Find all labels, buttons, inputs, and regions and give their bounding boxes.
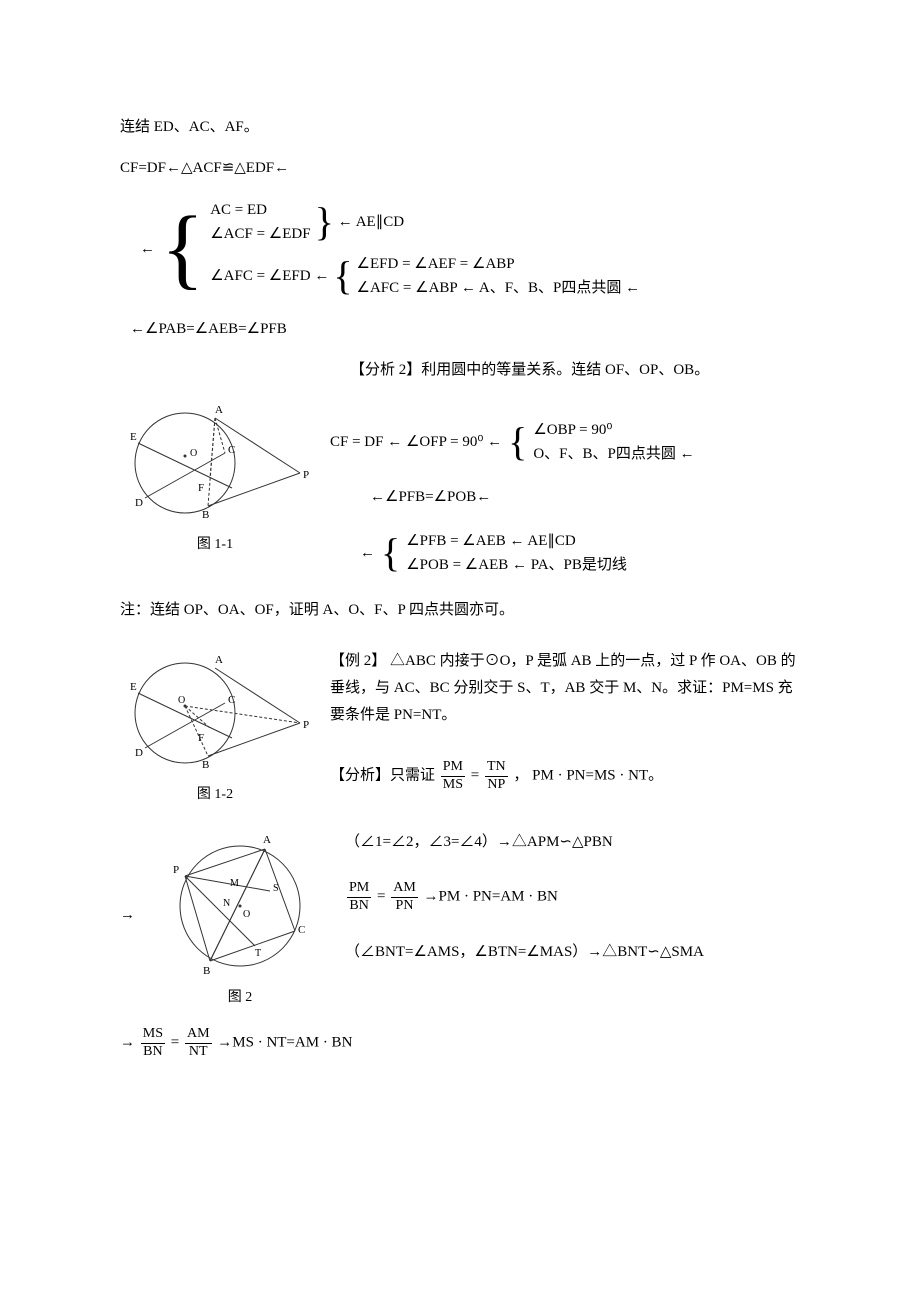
text-line-2: CF=DF←△ACF≌△EDF← — [120, 155, 800, 182]
block3-sub1: ∠PFB = ∠AEB ← AE∥CD — [406, 529, 627, 553]
figure3-text: （∠1=∠2，∠3=∠4）→△APM∽△PBN PMBN = AMPN →PM … — [345, 821, 800, 966]
example2-title: 【例 2】 △ABC 内接于⊙O，P 是弧 AB 上的一点，过 P 作 OA、O… — [330, 648, 800, 729]
arrow-right: → — [120, 1035, 139, 1051]
block1-row2: ∠AFC = ∠EFD ← — [210, 264, 329, 288]
analysis2-title: 【分析 2】利用圆中的等量关系。连结 OF、OP、OB。 — [350, 357, 800, 384]
block1-row2sub2: ∠AFC = ∠ABP ← A、F、B、P四点共圆 ← — [357, 276, 641, 300]
label-D: D — [135, 497, 143, 509]
brace-right-icon: } — [315, 202, 334, 242]
figure-3-caption: 图 2 — [155, 985, 325, 1010]
example2-text: 【例 2】 △ABC 内接于⊙O，P 是弧 AB 上的一点，过 P 作 OA、O… — [330, 648, 800, 794]
figure-2: O A E C D B F P 图 1-2 — [120, 648, 310, 807]
label-P: P — [303, 719, 309, 731]
figure-1-caption: 图 1-1 — [120, 532, 310, 557]
label-T: T — [255, 948, 261, 959]
block1-row2sub1: ∠EFD = ∠AEF = ∠ABP — [357, 252, 641, 276]
label-C: C — [228, 444, 235, 456]
label-F: F — [198, 482, 204, 494]
block1-row1after: ← AE∥CD — [338, 210, 404, 234]
label-O: O — [243, 909, 250, 920]
analysis-prefix: 【分析】只需证 — [330, 768, 435, 784]
frac-pm-bn: PMBN — [347, 880, 371, 915]
label-A: A — [215, 654, 223, 666]
figure1-section: O A E C D B F P 图 1-1 CF = DF ← ∠OFP = 9… — [120, 398, 800, 577]
label-F: F — [198, 732, 204, 744]
note-text: 注：连结 OP、OA、OF，证明 A、O、F、P 四点共圆亦可。 — [120, 597, 800, 624]
label-O: O — [190, 448, 197, 459]
text-line-7: （∠BNT=∠AMS，∠BTN=∠MAS）→△BNT∽△SMA — [345, 939, 800, 966]
brace-icon: { — [161, 204, 204, 294]
label-P: P — [303, 469, 309, 481]
label-C: C — [228, 694, 235, 706]
arrow-right: → — [120, 902, 135, 929]
text-line-4: ←∠PFB=∠POB← — [370, 484, 800, 511]
label-D: D — [135, 747, 143, 759]
label-A: A — [263, 834, 271, 846]
block2-sub2: O、F、B、P四点共圆 ← — [533, 442, 694, 466]
line8-suffix: →MS · NT=AM · BN — [217, 1035, 352, 1051]
block1-content: AC = ED ∠ACF = ∠EDF } ← AE∥CD ∠AFC = ∠EF… — [210, 198, 640, 300]
label-S: S — [273, 883, 279, 894]
label-A: A — [215, 404, 223, 416]
analysis-suffix: ， PM · PN=MS · NT。 — [513, 768, 663, 784]
example2-section: O A E C D B F P 图 1-2 【例 2】 △ABC 内接于⊙O，P… — [120, 648, 800, 807]
label-E: E — [130, 681, 137, 693]
arrow-left: ← — [140, 236, 155, 263]
label-B: B — [203, 965, 210, 977]
frac-am-pn: AMPN — [391, 880, 418, 915]
figure-2-caption: 图 1-2 — [120, 782, 310, 807]
text-line-3: ←∠PAB=∠AEB=∠PFB — [130, 316, 800, 343]
label-N: N — [223, 898, 230, 909]
figure3-section: → A P B C O M N S T 图 2 （∠1=∠2，∠3=∠4）→△A… — [120, 821, 800, 1010]
text-line-8: → MSBN = AMNT →MS · NT=AM · BN — [120, 1026, 800, 1061]
label-C: C — [298, 924, 305, 936]
figure-1-svg: O A E C D B F P — [120, 398, 310, 528]
block1-row1b: ∠ACF = ∠EDF — [210, 222, 310, 246]
label-E: E — [130, 431, 137, 443]
frac-tn-np: TNNP — [485, 759, 508, 794]
text-line-1: 连结 ED、AC、AF。 — [120, 114, 800, 141]
figure-1: O A E C D B F P 图 1-1 — [120, 398, 310, 557]
line6-suffix: →PM · PN=AM · BN — [424, 889, 558, 905]
block3-sub2: ∠POB = ∠AEB ← PA、PB是切线 — [406, 553, 627, 577]
brace-icon: { — [381, 533, 400, 573]
figure-3-svg: A P B C O M N S T — [155, 821, 325, 981]
figure-2-svg: O A E C D B F P — [120, 648, 310, 778]
block2-sub1: ∠OBP = 90⁰ — [533, 418, 694, 442]
equals: = — [377, 889, 389, 905]
math-block-1: ← { AC = ED ∠ACF = ∠EDF } ← AE∥CD ∠AFC =… — [140, 198, 800, 300]
label-O: O — [178, 695, 185, 706]
figure-3: A P B C O M N S T 图 2 — [155, 821, 325, 1010]
frac-am-nt: AMNT — [185, 1026, 212, 1061]
text-line-5: （∠1=∠2，∠3=∠4）→△APM∽△PBN — [345, 829, 800, 856]
frac-ms-bn: MSBN — [141, 1026, 165, 1061]
arrow-left: ← — [360, 540, 375, 567]
figure1-text: CF = DF ← ∠OFP = 90⁰ ← { ∠OBP = 90⁰ O、F、… — [330, 398, 800, 577]
block2-prefix: CF = DF ← ∠OFP = 90⁰ ← — [330, 429, 502, 456]
brace-icon: { — [333, 256, 352, 296]
brace-icon: { — [508, 422, 527, 462]
label-P: P — [173, 864, 179, 876]
frac-pm-ms: PMMS — [441, 759, 465, 794]
label-M: M — [230, 878, 239, 889]
equals: = — [471, 768, 483, 784]
label-B: B — [202, 759, 209, 771]
label-B: B — [202, 509, 209, 521]
equals: = — [171, 1035, 183, 1051]
block1-row1a: AC = ED — [210, 198, 310, 222]
